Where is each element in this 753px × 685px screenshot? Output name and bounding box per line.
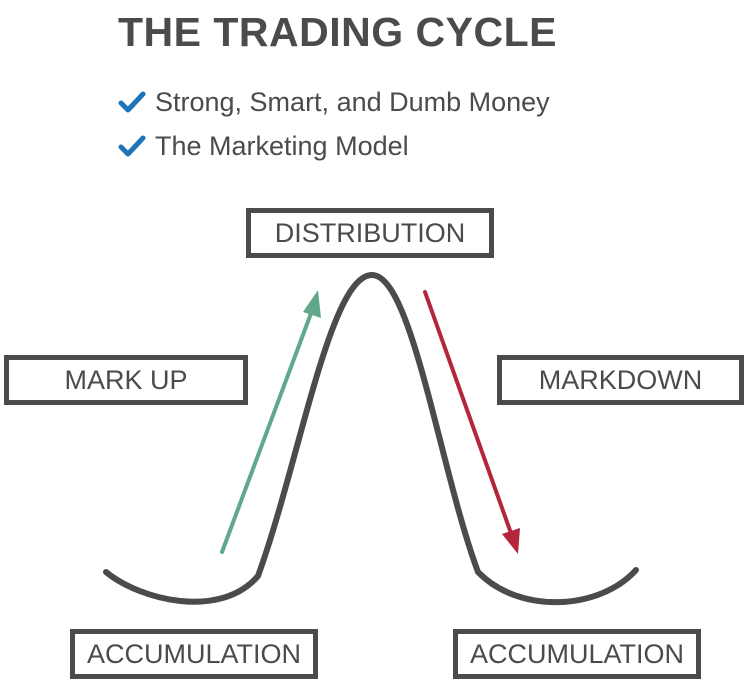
accumulation-left-label: ACCUMULATION xyxy=(70,629,318,679)
markdown-arrow xyxy=(423,290,514,538)
accumulation-right-label: ACCUMULATION xyxy=(453,629,701,679)
markdown-label: MARKDOWN xyxy=(497,355,744,405)
page-title: THE TRADING CYCLE xyxy=(118,9,557,55)
markup-arrowhead xyxy=(303,290,321,318)
markup-text: MARK UP xyxy=(64,364,188,395)
bullet-item: Strong, Smart, and Dumb Money xyxy=(118,80,550,124)
markdown-text: MARKDOWN xyxy=(538,364,703,395)
cycle-curve xyxy=(103,272,639,606)
markdown-arrowhead xyxy=(502,528,520,554)
distribution-text: DISTRIBUTION xyxy=(274,217,466,248)
accumulation-left-text: ACCUMULATION xyxy=(86,638,301,669)
markup-label: MARK UP xyxy=(4,355,248,405)
checkmark-icon xyxy=(118,91,146,113)
markup-arrow xyxy=(220,306,315,554)
bullet-list: Strong, Smart, and Dumb Money The Market… xyxy=(118,80,550,168)
bullet-text: The Marketing Model xyxy=(155,130,409,161)
checkmark-icon xyxy=(118,135,146,157)
accumulation-right-text: ACCUMULATION xyxy=(469,638,684,669)
bullet-text: Strong, Smart, and Dumb Money xyxy=(155,86,550,117)
bullet-item: The Marketing Model xyxy=(118,124,550,168)
distribution-label: DISTRIBUTION xyxy=(246,208,494,258)
